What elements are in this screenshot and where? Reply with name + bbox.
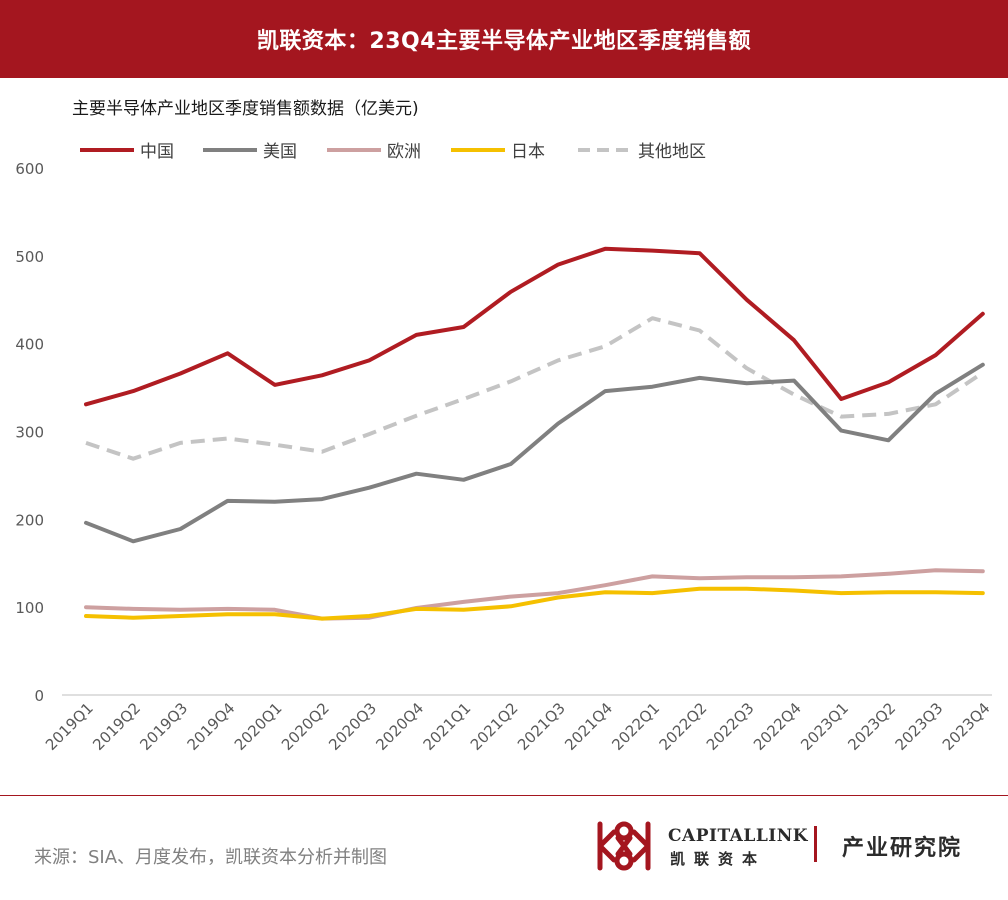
x-tick-label: 2020Q3 (325, 699, 380, 754)
x-tick-label: 2019Q3 (136, 699, 191, 754)
logo-divider (814, 826, 817, 862)
x-tick-label: 2022Q4 (750, 699, 805, 754)
legend-label: 欧洲 (387, 142, 421, 162)
y-axis: 0 100 200 300 400 500 600 (15, 160, 44, 705)
capitallink-logo: CAPITALLINK 凯联资本 产业研究院 (592, 814, 992, 878)
x-tick-label: 2023Q4 (939, 699, 994, 754)
legend-label: 中国 (140, 142, 174, 162)
x-tick-label: 2019Q1 (42, 699, 97, 754)
x-tick-label: 2022Q3 (703, 699, 758, 754)
x-tick-label: 2023Q2 (844, 699, 899, 754)
header-banner: 凯联资本：23Q4主要半导体产业地区季度销售额 (0, 0, 1008, 78)
series-line-5 (85, 316, 984, 461)
x-tick-label: 2019Q2 (89, 699, 144, 754)
x-tick-label: 2021Q2 (467, 699, 522, 754)
capitallink-emblem-icon (597, 821, 651, 871)
logo-chinese-name: 凯联资本 (670, 850, 767, 868)
page-title: 凯联资本：23Q4主要半导体产业地区季度销售额 (256, 29, 752, 54)
legend-label: 美国 (263, 142, 297, 162)
y-tick-label: 500 (15, 248, 44, 266)
chart-subtitle: 主要半导体产业地区季度销售额数据（亿美元) (72, 99, 419, 119)
series-line-2 (84, 362, 985, 544)
footer-divider (0, 795, 1008, 796)
series-line-1 (84, 246, 985, 407)
x-tick-label: 2021Q4 (561, 699, 616, 754)
series-line-3 (84, 568, 985, 621)
x-tick-label: 2019Q4 (184, 699, 239, 754)
x-tick-label: 2021Q1 (420, 699, 475, 754)
legend: 中国 美国 欧洲 日本 其他地区 (80, 142, 706, 162)
x-tick-label: 2020Q2 (278, 699, 333, 754)
y-tick-label: 200 (15, 511, 44, 529)
department-name: 产业研究院 (842, 835, 963, 861)
y-tick-label: 300 (15, 424, 44, 442)
x-tick-label: 2023Q1 (797, 699, 852, 754)
y-tick-label: 400 (15, 336, 44, 354)
series-line-4 (84, 586, 985, 621)
source-note: 来源：SIA、月度发布，凯联资本分析并制图 (34, 847, 388, 868)
x-tick-label: 2020Q4 (372, 699, 427, 754)
y-tick-label: 100 (15, 599, 44, 617)
x-axis: 2019Q12019Q22019Q32019Q42020Q12020Q22020… (42, 694, 994, 754)
plot-area (84, 246, 985, 621)
y-tick-label: 0 (34, 687, 44, 705)
x-tick-label: 2022Q1 (608, 699, 663, 754)
legend-label: 日本 (511, 142, 545, 162)
legend-label: 其他地区 (638, 142, 706, 162)
line-chart: 主要半导体产业地区季度销售额数据（亿美元) 中国 美国 欧洲 日本 其他地区 0 100 2… (15, 99, 994, 754)
logo-english-name: CAPITALLINK (668, 826, 809, 846)
x-tick-label: 2020Q1 (231, 699, 286, 754)
x-tick-label: 2021Q3 (514, 699, 569, 754)
x-tick-label: 2023Q3 (892, 699, 947, 754)
y-tick-label: 600 (15, 160, 44, 178)
x-tick-label: 2022Q2 (656, 699, 711, 754)
